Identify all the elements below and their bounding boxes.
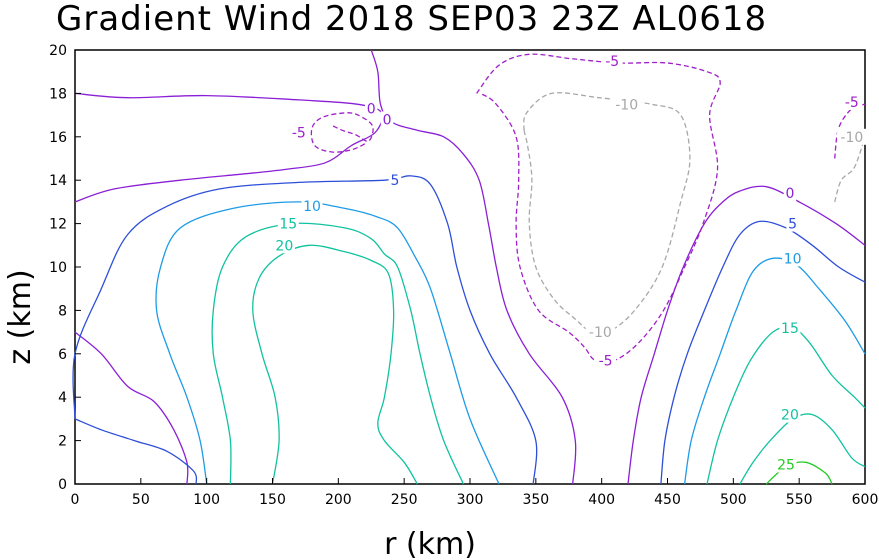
x-axis-ticks: 0 50 100 150 200 250 300 350 400 450 500 550 600 [71,478,879,508]
plot-frame [74,49,866,485]
x-tick-label: 450 [654,492,681,508]
contour-line-neg10 [834,136,866,203]
contour-label-bg [288,124,310,141]
contour-label: -5 [292,125,306,141]
contour-line-20 [739,413,866,485]
contour-line-0 [370,49,577,485]
contour-line-neg10 [523,92,691,335]
contour-label-bg [775,456,797,473]
y-tick-label: 8 [58,303,67,319]
contour-line-0 [74,331,189,485]
contour-line-0 [74,92,384,203]
contour-line-5 [660,220,866,485]
contour-label-bg [611,96,642,113]
contour-label-bg [595,352,617,369]
y-tick-label: 6 [58,347,67,363]
y-tick-label: 20 [49,43,67,59]
contour-label-bg [779,319,801,336]
contour-label: 0 [785,186,794,202]
contour-label-bg [783,185,797,202]
y-tick-label: 0 [58,477,67,493]
contour-line-10 [155,201,500,485]
contour-label-bg [388,172,402,189]
x-tick-label: 400 [588,492,615,508]
contour-label-bg [301,198,323,215]
contour-line-5 [72,175,538,485]
y-tick-label: 18 [49,86,67,102]
chart-title: Gradient Wind 2018 SEP03 23Z AL0618 [56,0,767,39]
contour-label-bg [601,52,623,69]
y-tick-label: 12 [49,217,67,233]
contour-line-5 [74,418,198,485]
contour-label: -10 [589,325,612,341]
y-tick-label: 2 [58,434,67,450]
contour-line-neg5 [310,112,374,153]
y-tick-label: 14 [49,173,67,189]
contour-label: 0 [383,112,392,128]
contour-label: -5 [605,54,619,70]
x-tick-label: 150 [259,492,286,508]
x-tick-label: 250 [391,492,418,508]
contour-label: 15 [781,321,799,337]
y-axis-label: z (km) [3,269,38,364]
contour-label-bg [786,215,799,232]
y-axis-ticks: 0 2 4 6 8 10 12 14 16 18 20 [49,43,81,493]
contour-line-0 [627,185,866,485]
x-axis-label: r (km) [384,527,476,560]
x-tick-label: 550 [786,492,813,508]
y-tick-label: 10 [49,260,67,276]
contour-label: 15 [279,217,297,233]
contour-label: 10 [784,251,802,267]
contour-label-bg [277,215,299,232]
contour-label-bg [779,406,801,423]
contour-label-bg [782,250,804,267]
contour-line-20 [252,244,418,485]
contour-label: 5 [788,217,797,233]
contour-label-bg [585,324,616,341]
contour-label: 25 [777,457,795,473]
contour-line-15 [211,222,464,485]
x-tick-label: 500 [720,492,747,508]
y-tick-label: 4 [58,390,67,406]
contour-label-bg [841,94,863,111]
x-tick-label: 50 [132,492,150,508]
contour-line-neg5 [476,53,721,363]
contour-lines [72,49,866,485]
x-tick-label: 350 [522,492,549,508]
contour-label-bg [837,128,867,145]
contour-label: -10 [840,130,863,146]
contour-label: 5 [390,173,399,189]
contour-line-10 [683,257,866,485]
x-tick-label: 300 [457,492,484,508]
contour-label-bg [380,111,394,128]
contour-label: 20 [781,408,799,424]
y-tick-label: 16 [49,130,67,146]
contour-label-bg [365,100,378,117]
contour-label: 0 [367,102,376,118]
contour-label: -5 [599,353,613,369]
contour-label-bg [273,237,295,254]
contour-label: 20 [275,238,293,254]
contour-label: -10 [615,97,638,113]
contour-line-neg5 [834,103,866,159]
x-tick-label: 100 [193,492,220,508]
contour-label: -5 [845,95,859,111]
x-tick-label: 600 [852,492,879,508]
x-tick-label: 200 [325,492,352,508]
contour-label: 10 [303,199,321,215]
x-tick-label: 0 [71,492,80,508]
